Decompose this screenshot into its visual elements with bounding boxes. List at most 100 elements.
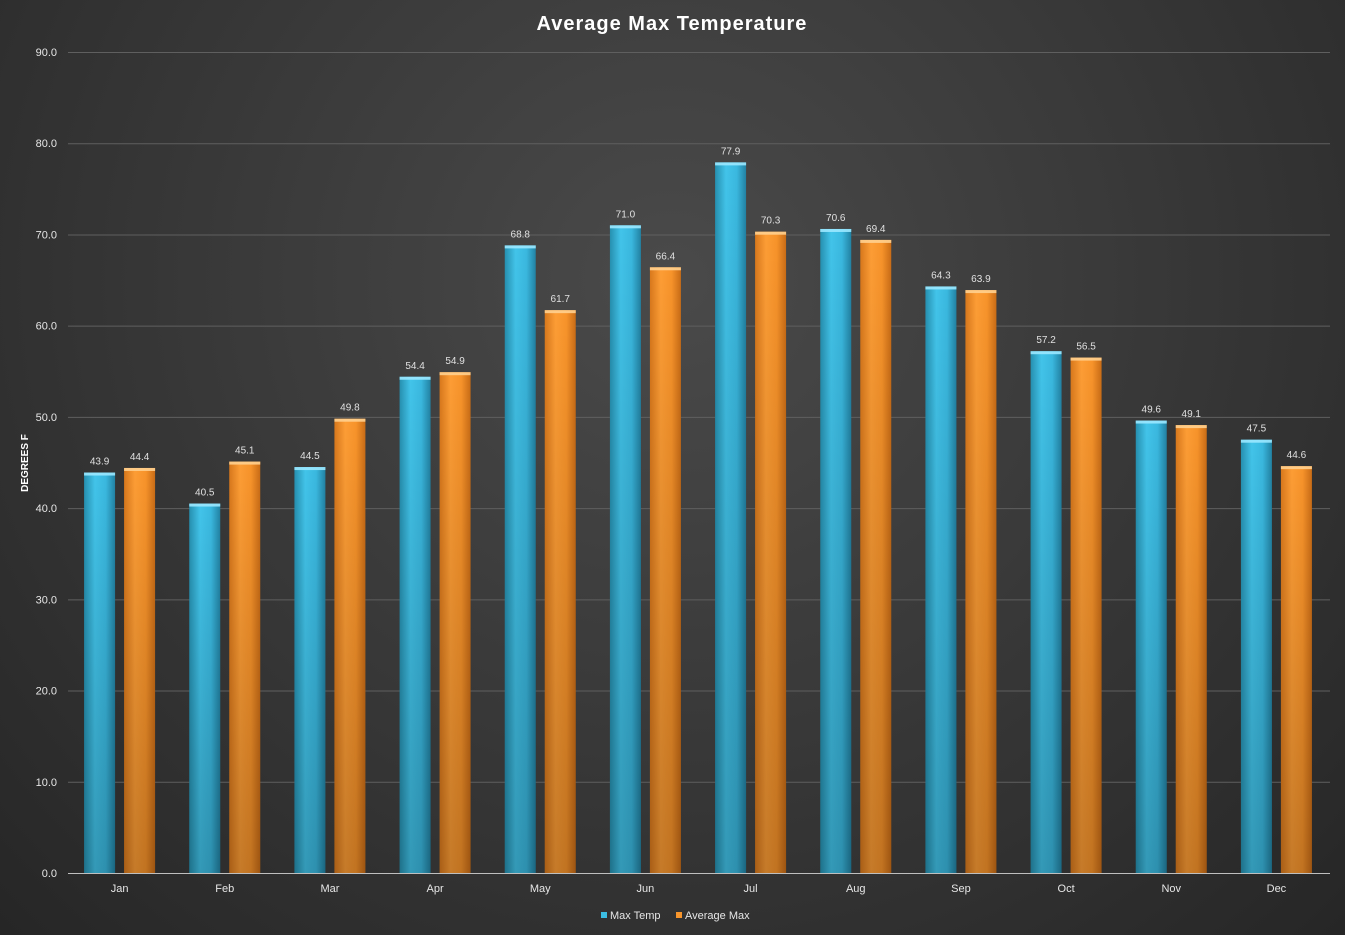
data-label: 57.2 — [1036, 335, 1056, 346]
bar-average-max — [1070, 357, 1102, 873]
data-label: 54.9 — [445, 356, 465, 367]
bar-shade — [189, 503, 221, 873]
data-label: 56.5 — [1076, 342, 1096, 353]
bar-shade — [1175, 425, 1207, 873]
bar-cap — [1280, 466, 1312, 470]
y-tick-label: 40.0 — [36, 503, 57, 515]
data-label: 68.8 — [511, 229, 531, 240]
x-tick-label: Oct — [1058, 883, 1075, 895]
bar-max-temp — [504, 245, 536, 873]
bar-max-temp — [609, 225, 641, 874]
bar-cap — [820, 228, 852, 232]
y-tick-label: 20.0 — [36, 686, 57, 698]
y-axis-ticks: 0.0 10.0 20.0 30.0 40.0 50.0 60.0 70.0 80.0 90.0 — [36, 47, 57, 880]
bar-cap — [504, 245, 536, 249]
data-labels: 43.9 44.4 40.5 45.1 44.5 49.8 54.4 54.9 68.8 61.7… — [90, 146, 1307, 498]
bar-average-max — [229, 461, 261, 873]
bar-average-max — [965, 290, 997, 874]
legend-label: Max Temp — [610, 910, 661, 922]
data-label: 61.7 — [551, 294, 571, 305]
legend-item: Max Temp — [601, 910, 661, 922]
bar-cap — [544, 310, 576, 314]
chart-title: Average Max Temperature — [537, 13, 808, 35]
data-label: 45.1 — [235, 446, 255, 457]
x-tick-label: Mar — [320, 883, 339, 895]
bar-cap — [1175, 425, 1207, 429]
x-tick-label: Jun — [637, 883, 655, 895]
bar-shade — [609, 225, 641, 874]
bar-average-max — [755, 231, 787, 874]
bar-shade — [860, 239, 892, 873]
bar-max-temp — [1135, 420, 1167, 873]
bar-shade — [124, 467, 156, 873]
y-axis-label: DEGREES F — [20, 434, 31, 492]
bar-average-max — [124, 467, 156, 873]
bar-shade — [649, 267, 681, 874]
data-label: 44.5 — [300, 451, 320, 462]
bar-cap — [1070, 357, 1102, 361]
bar-average-max — [1280, 466, 1312, 873]
bar-shade — [229, 461, 261, 873]
bar-average-max — [544, 310, 576, 873]
bar-max-temp — [294, 467, 326, 873]
data-label: 40.5 — [195, 488, 215, 499]
x-tick-label: Feb — [215, 883, 234, 895]
data-label: 64.3 — [931, 270, 951, 281]
bar-cap — [439, 372, 471, 376]
bar-shade — [1240, 439, 1272, 873]
data-label: 49.8 — [340, 403, 360, 414]
data-label: 54.4 — [405, 361, 425, 372]
legend-swatch — [601, 912, 607, 918]
bar-cap — [609, 225, 641, 229]
bar-cap — [860, 239, 892, 243]
bar-shade — [925, 286, 957, 873]
bar-average-max — [439, 372, 471, 873]
bar-cap — [1030, 351, 1062, 355]
x-tick-label: Dec — [1267, 883, 1287, 895]
data-label: 49.6 — [1142, 405, 1162, 416]
bar-max-temp — [399, 376, 431, 873]
y-tick-label: 60.0 — [36, 321, 57, 333]
data-label: 44.4 — [130, 452, 150, 463]
gridlines — [68, 52, 1330, 783]
bar-shade — [294, 467, 326, 873]
y-tick-label: 0.0 — [42, 868, 57, 880]
data-label: 43.9 — [90, 457, 110, 468]
bar-average-max — [649, 267, 681, 874]
bar-cap — [124, 467, 156, 471]
y-tick-label: 50.0 — [36, 412, 57, 424]
y-tick-label: 90.0 — [36, 47, 57, 59]
bar-cap — [294, 467, 326, 471]
data-label: 44.6 — [1287, 450, 1307, 461]
bar-shade — [399, 376, 431, 873]
bar-cap — [715, 162, 747, 166]
bar-shade — [715, 162, 747, 873]
bar-shade — [544, 310, 576, 873]
bar-max-temp — [84, 472, 116, 873]
data-label: 49.1 — [1182, 409, 1202, 420]
bar-max-temp — [1240, 439, 1272, 873]
bar-shade — [1030, 351, 1062, 874]
bar-shade — [1135, 420, 1167, 873]
bar-max-temp — [1030, 351, 1062, 874]
bar-average-max — [860, 239, 892, 873]
x-tick-label: Nov — [1161, 883, 1181, 895]
data-label: 66.4 — [656, 251, 676, 262]
bar-cap — [334, 418, 366, 422]
y-tick-label: 30.0 — [36, 594, 57, 606]
x-tick-label: Apr — [427, 883, 444, 895]
bar-max-temp — [189, 503, 221, 873]
bar-shade — [820, 228, 852, 873]
x-tick-label: Aug — [846, 883, 866, 895]
x-tick-label: May — [530, 883, 551, 895]
bar-average-max — [1175, 425, 1207, 873]
bar-shade — [1070, 357, 1102, 873]
bar-average-max — [334, 418, 366, 873]
y-tick-label: 80.0 — [36, 138, 57, 150]
x-tick-label: Jul — [744, 883, 758, 895]
x-tick-label: Jan — [111, 883, 129, 895]
bar-cap — [229, 461, 261, 465]
bar-cap — [84, 472, 116, 476]
bar-shade — [1280, 466, 1312, 873]
